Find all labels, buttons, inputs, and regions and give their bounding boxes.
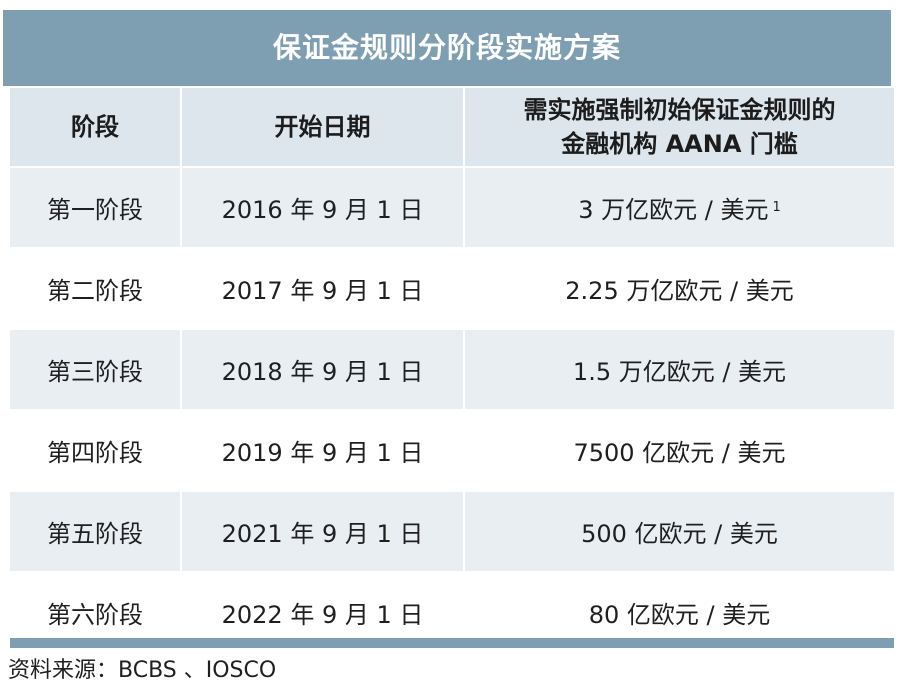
header-threshold: 需实施强制初始保证金规则的 金融机构 AANA 门槛	[463, 88, 894, 166]
threshold-cell: 80 亿欧元 / 美元	[463, 573, 894, 652]
date-cell: 2017 年 9 月 1 日	[180, 249, 463, 328]
phase-cell: 第六阶段	[47, 601, 143, 629]
phase-cell: 第一阶段	[47, 196, 143, 224]
header-threshold-line1: 需实施强制初始保证金规则的	[523, 96, 836, 124]
table-row: 第四阶段 2019 年 9 月 1 日 7500 亿欧元 / 美元	[10, 411, 894, 492]
phase-cell: 第三阶段	[47, 358, 143, 386]
phase-cell: 第四阶段	[47, 439, 143, 467]
source-note: 资料来源：BCBS 、IOSCO	[8, 658, 277, 683]
threshold-cell: 1.5 万亿欧元 / 美元	[463, 330, 894, 409]
header-threshold-line2: 金融机构 AANA 门槛	[561, 130, 798, 158]
phase-cell: 第二阶段	[47, 277, 143, 305]
phase-cell: 第五阶段	[47, 520, 143, 548]
bottom-rule	[10, 638, 894, 648]
date-cell: 2016 年 9 月 1 日	[180, 168, 463, 247]
table-header-row: 阶段 开始日期 需实施强制初始保证金规则的 金融机构 AANA 门槛	[10, 88, 894, 168]
table-row: 第五阶段 2021 年 9 月 1 日 500 亿欧元 / 美元	[10, 492, 894, 573]
date-cell: 2021 年 9 月 1 日	[180, 492, 463, 571]
header-start-date: 开始日期	[180, 88, 463, 166]
date-cell: 2022 年 9 月 1 日	[180, 573, 463, 652]
threshold-value: 3 万亿欧元 / 美元	[578, 196, 769, 224]
threshold-cell: 2.25 万亿欧元 / 美元	[463, 249, 894, 328]
date-cell: 2019 年 9 月 1 日	[180, 411, 463, 490]
threshold-cell: 500 亿欧元 / 美元	[463, 492, 894, 571]
table-row: 第二阶段 2017 年 9 月 1 日 2.25 万亿欧元 / 美元	[10, 249, 894, 330]
footnote-marker: 1	[772, 200, 781, 215]
threshold-cell: 7500 亿欧元 / 美元	[463, 411, 894, 490]
date-cell: 2018 年 9 月 1 日	[180, 330, 463, 409]
table-row: 第三阶段 2018 年 9 月 1 日 1.5 万亿欧元 / 美元	[10, 330, 894, 411]
table-title: 保证金规则分阶段实施方案	[3, 10, 891, 86]
phase-table: 阶段 开始日期 需实施强制初始保证金规则的 金融机构 AANA 门槛 第一阶段 …	[10, 88, 894, 654]
table-row: 第一阶段 2016 年 9 月 1 日 3 万亿欧元 / 美元 1	[10, 168, 894, 249]
threshold-cell: 3 万亿欧元 / 美元 1	[463, 168, 894, 247]
header-phase: 阶段	[71, 113, 119, 141]
